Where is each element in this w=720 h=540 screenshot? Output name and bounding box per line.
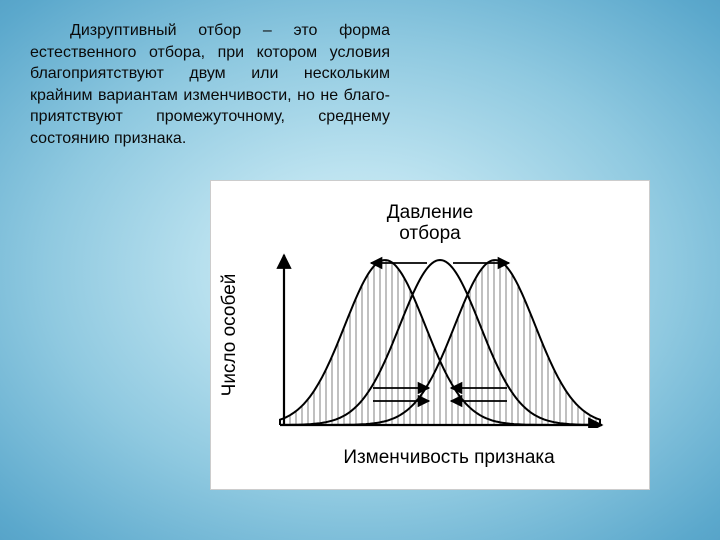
diagram-container: Давление отбора Число особей Изменчивост…: [210, 180, 650, 490]
top-label-line2: отбора: [399, 223, 460, 244]
y-axis-label: Число особей: [219, 274, 241, 397]
definition-paragraph: Дизруптивный отбор – это форма естествен…: [30, 20, 390, 150]
chart-area: [275, 253, 605, 428]
top-label: Давление отбора: [387, 203, 473, 245]
top-label-line1: Давление: [387, 202, 473, 223]
diagram-inner: Давление отбора Число особей Изменчивост…: [240, 205, 620, 465]
definition-body: – это форма естественного отбора, при ко…: [30, 22, 390, 147]
distribution-chart: [275, 253, 605, 428]
x-axis-label: Изменчивость признака: [343, 447, 554, 469]
term: Дизруптивный отбор: [70, 22, 241, 39]
